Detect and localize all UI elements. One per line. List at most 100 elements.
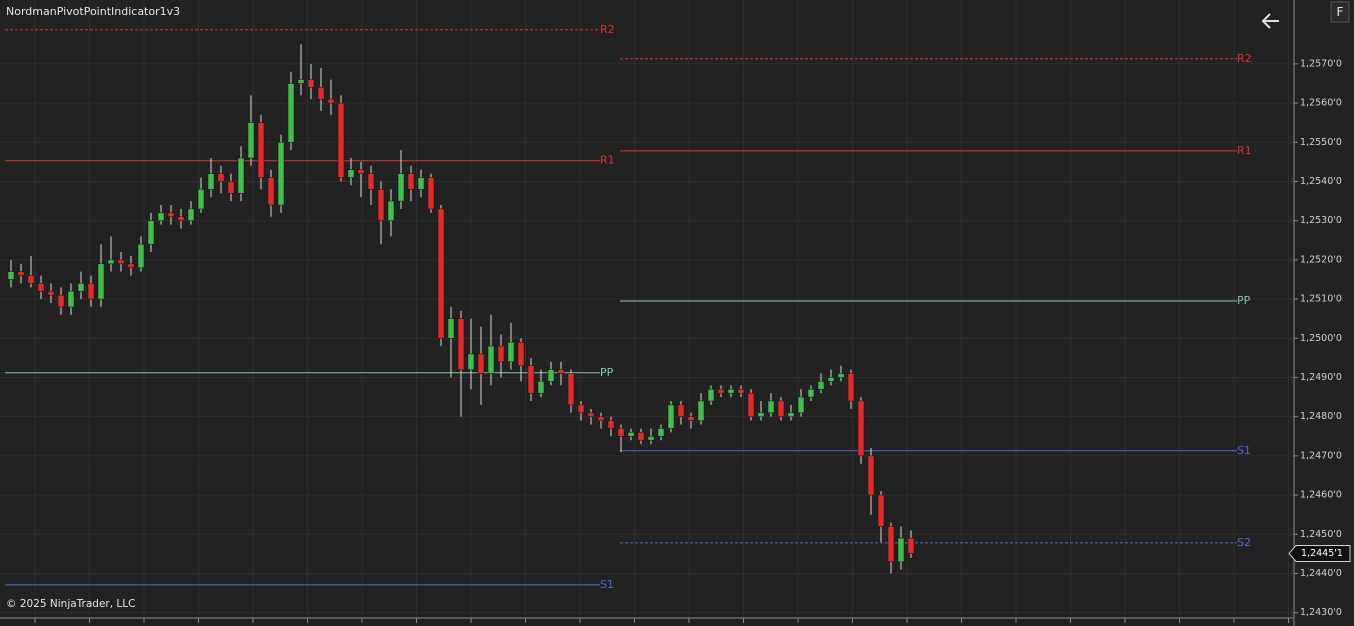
candle-body bbox=[587, 412, 595, 417]
pivot-label: R2 bbox=[600, 23, 615, 36]
candle-body bbox=[377, 189, 385, 221]
candle-body bbox=[597, 416, 605, 421]
candle-body bbox=[797, 396, 805, 414]
pivot-label: PP bbox=[600, 366, 614, 379]
candle-body bbox=[887, 526, 895, 562]
last-price-label: 1,2445'1 bbox=[1301, 548, 1343, 559]
pivot-label: S1 bbox=[1237, 444, 1251, 457]
y-tick-label: 1,2570'0 bbox=[1300, 58, 1342, 69]
candle-body bbox=[897, 537, 905, 562]
grid-layer bbox=[0, 0, 1294, 623]
candle-body bbox=[287, 83, 295, 143]
f-button-box[interactable] bbox=[1330, 1, 1350, 23]
candle-body bbox=[447, 318, 455, 339]
candle-body bbox=[67, 290, 75, 308]
candle-body bbox=[557, 369, 565, 374]
candle-body bbox=[767, 400, 775, 414]
pivot-label: R1 bbox=[600, 154, 615, 167]
candle-body bbox=[817, 381, 825, 390]
candle-body bbox=[267, 177, 275, 206]
candle-body bbox=[507, 341, 515, 363]
y-tick-label: 1,2530'0 bbox=[1300, 215, 1342, 226]
indicator-title: NordmanPivotPointIndicator1v3 bbox=[6, 5, 180, 18]
candle-body bbox=[337, 102, 345, 178]
candle-body bbox=[837, 373, 845, 378]
f-button[interactable]: F bbox=[1330, 1, 1350, 23]
back-button[interactable] bbox=[1261, 13, 1279, 29]
candle-body bbox=[857, 400, 865, 457]
pivot-label: R2 bbox=[1237, 52, 1252, 65]
y-tick-label: 1,2430'0 bbox=[1300, 607, 1342, 618]
f-button-label[interactable]: F bbox=[1337, 5, 1344, 19]
candle-body bbox=[477, 353, 485, 374]
candle-body bbox=[427, 177, 435, 210]
candle-body bbox=[527, 365, 535, 394]
candle-body bbox=[607, 420, 615, 429]
candle-body bbox=[77, 283, 85, 292]
candle-body bbox=[637, 432, 645, 441]
candle-body bbox=[317, 87, 325, 100]
y-tick-label: 1,2450'0 bbox=[1300, 529, 1342, 540]
candle-body bbox=[387, 200, 395, 221]
candle-body bbox=[17, 271, 25, 276]
candle-body bbox=[197, 189, 205, 210]
pivot-label: S1 bbox=[600, 578, 614, 591]
y-tick-label: 1,2490'0 bbox=[1300, 372, 1342, 383]
candle-body bbox=[867, 455, 875, 496]
candle-body bbox=[47, 290, 55, 296]
candle-layer bbox=[7, 44, 915, 574]
candle-body bbox=[117, 259, 125, 265]
candle-body bbox=[757, 412, 765, 417]
candle-body bbox=[417, 177, 425, 190]
back-arrow[interactable] bbox=[1261, 13, 1279, 29]
y-tick-label: 1,2460'0 bbox=[1300, 490, 1342, 501]
candle-body bbox=[827, 377, 835, 382]
candle-body bbox=[707, 388, 715, 402]
candle-body bbox=[907, 537, 915, 554]
candle-body bbox=[657, 428, 665, 437]
candle-body bbox=[717, 388, 725, 394]
candle-body bbox=[107, 259, 115, 265]
candle-body bbox=[167, 212, 175, 218]
candle-body bbox=[667, 404, 675, 429]
y-tick-label: 1,2520'0 bbox=[1300, 254, 1342, 265]
y-tick-label: 1,2560'0 bbox=[1300, 98, 1342, 109]
candle-body bbox=[297, 79, 305, 84]
candle-body bbox=[467, 353, 475, 370]
last-price-box bbox=[1288, 544, 1351, 562]
candle-body bbox=[207, 173, 215, 190]
price-axis: 1,2430'0 1,2440'0 1,2450'0 1,2460'0 1,2470'0… bbox=[1288, 58, 1351, 618]
y-tick-label: 1,2470'0 bbox=[1300, 450, 1342, 461]
candle-body bbox=[347, 169, 355, 178]
pivot-label: R1 bbox=[1237, 144, 1252, 157]
candle-body bbox=[357, 169, 365, 174]
candle-body bbox=[457, 318, 465, 370]
candle-body bbox=[847, 373, 855, 402]
candle-body bbox=[627, 432, 635, 437]
candle-body bbox=[647, 436, 655, 441]
candle-body bbox=[517, 341, 525, 366]
candle-body bbox=[217, 173, 225, 182]
candle-body bbox=[547, 369, 555, 382]
candle-body bbox=[787, 412, 795, 417]
candle-body bbox=[567, 373, 575, 406]
candle-body bbox=[777, 400, 785, 417]
candle-body bbox=[367, 173, 375, 190]
y-tick-label: 1,2480'0 bbox=[1300, 411, 1342, 422]
y-tick-label: 1,2500'0 bbox=[1300, 333, 1342, 344]
candle-body bbox=[727, 388, 735, 394]
candle-body bbox=[57, 294, 65, 308]
candle-body bbox=[137, 243, 145, 268]
candle-body bbox=[247, 122, 255, 159]
y-tick-label: 1,2440'0 bbox=[1300, 568, 1342, 579]
candle-body bbox=[227, 181, 235, 194]
candle-body bbox=[277, 142, 285, 206]
y-tick-label: 1,2550'0 bbox=[1300, 137, 1342, 148]
candle-body bbox=[487, 345, 495, 374]
candle-body bbox=[697, 400, 705, 421]
candle-body bbox=[37, 283, 45, 292]
pivot-layer: R2 R1 PP S1 R2 R1 PP S1 S2 bbox=[5, 23, 1252, 591]
y-tick-label: 1,2510'0 bbox=[1300, 294, 1342, 305]
